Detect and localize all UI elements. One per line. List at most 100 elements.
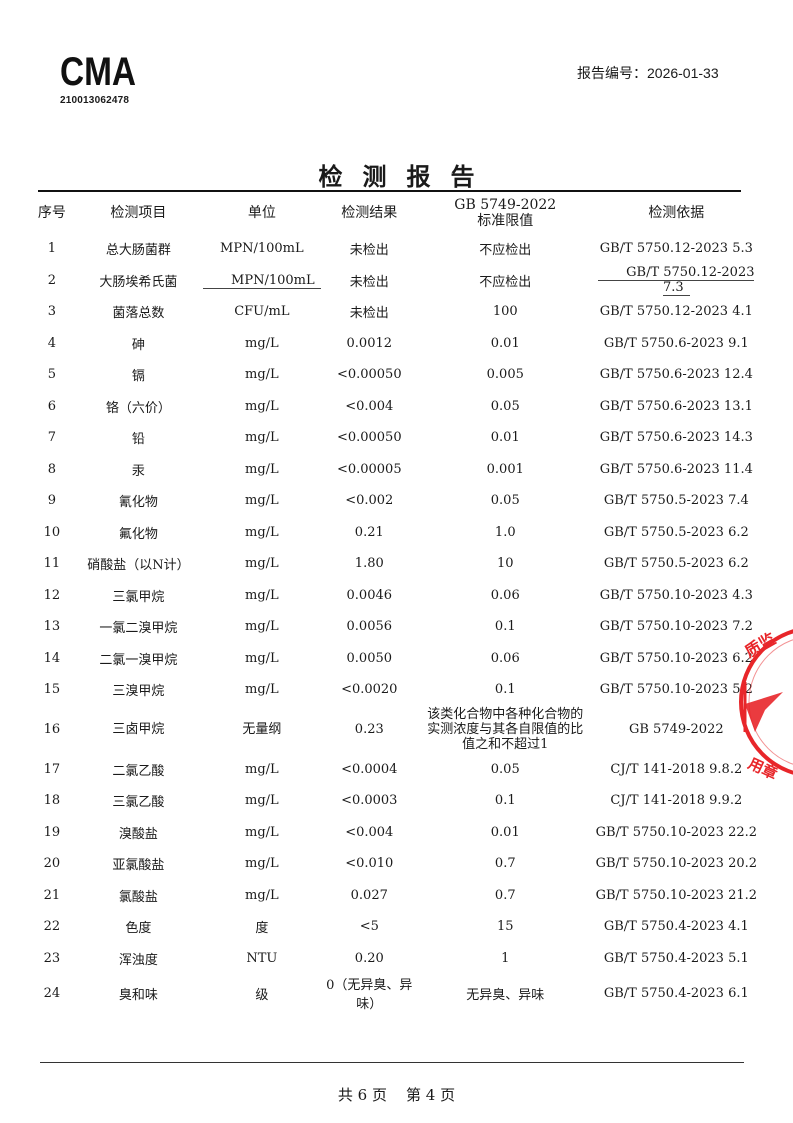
- table-row: 1 总大肠菌群 MPN/100mL 未检出 不应检出 GB/T 5750.12-2023 …: [30, 233, 760, 265]
- cell-result: 0.027: [321, 880, 418, 912]
- cell-result: 未检出: [321, 296, 418, 328]
- cell-limit: 0.1: [418, 674, 593, 706]
- cell-result: <0.0004: [321, 754, 418, 786]
- cell-unit-text: 级: [255, 987, 269, 1003]
- cell-limit: 0.06: [418, 643, 593, 675]
- cell-result-text: 未检出: [349, 274, 389, 290]
- cell-method: GB/T 5750.10-2023 22.2: [593, 817, 760, 849]
- table-row: 17 二氯乙酸 mg/L <0.0004 0.05 CJ/T 141-2018 9.8.2: [30, 754, 760, 786]
- cell-no-text: 8: [47, 461, 56, 477]
- cell-result-text: <0.002: [345, 493, 394, 509]
- cell-no: 14: [30, 643, 74, 675]
- cell-limit-text: 0.01: [490, 824, 520, 840]
- cell-result-text: <0.004: [345, 824, 394, 840]
- cell-no-text: 4: [47, 335, 56, 351]
- cell-result-text: 0.027: [350, 887, 388, 903]
- table-row: 3 菌落总数 CFU/mL 未检出 100 GB/T 5750.12-2023 4.1: [30, 296, 760, 328]
- cell-item-text: 氰化物: [118, 495, 158, 511]
- cell-result: 0.23: [321, 706, 418, 754]
- cell-result: <5: [321, 911, 418, 943]
- cell-unit-text: MPN/100mL: [203, 272, 321, 289]
- cell-unit: mg/L: [203, 817, 321, 849]
- cell-unit: 无量纲: [203, 706, 321, 754]
- cell-limit-text: 0.7: [494, 856, 516, 872]
- cell-method-text: GB/T 5750.10-2023 7.2: [599, 619, 753, 635]
- cell-method: GB/T 5750.10-2023 5.2: [593, 674, 760, 706]
- cell-item-text: 氯酸盐: [118, 889, 158, 905]
- col-no: 序号: [37, 205, 66, 221]
- cell-no-text: 23: [43, 950, 61, 966]
- cell-no-text: 17: [43, 761, 61, 777]
- table-row: 12 三氯甲烷 mg/L 0.0046 0.06 GB/T 5750.10-2023 4.…: [30, 580, 760, 612]
- cell-limit: 15: [418, 911, 593, 943]
- table-row: 18 三氯乙酸 mg/L <0.0003 0.1 CJ/T 141-2018 9.9.2: [30, 785, 760, 817]
- cell-no-text: 9: [47, 493, 56, 509]
- col-result: 检测结果: [341, 205, 398, 221]
- cell-unit: MPN/100mL: [203, 265, 321, 297]
- cell-unit: mg/L: [203, 611, 321, 643]
- cell-method: GB/T 5750.5-2023 7.4: [593, 485, 760, 517]
- cell-method: GB/T 5750.4-2023 5.1: [593, 943, 760, 975]
- cell-method-text: GB/T 5750.10-2023 5.2: [599, 682, 753, 698]
- cell-item-text: 氟化物: [118, 526, 158, 542]
- cell-unit: mg/L: [203, 548, 321, 580]
- cell-method-text: GB/T 5750.6-2023 11.4: [599, 461, 753, 477]
- cell-item: 菌落总数: [74, 296, 203, 328]
- cell-unit: mg/L: [203, 754, 321, 786]
- cell-no-text: 12: [43, 587, 61, 603]
- cell-limit-text: 0.005: [486, 367, 524, 383]
- cell-item-text: 硝酸盐（以N计）: [87, 558, 190, 574]
- cell-no: 9: [30, 485, 74, 517]
- cell-unit-text: mg/L: [245, 398, 279, 414]
- cell-unit: mg/L: [203, 880, 321, 912]
- cell-unit: CFU/mL: [203, 296, 321, 328]
- table-header: 序号 检测项目 单位 检测结果 GB 5749-2022 标准限值 检测依据: [30, 193, 760, 233]
- cell-item: 三卤甲烷: [74, 706, 203, 754]
- cell-limit-text: 0.05: [490, 398, 520, 414]
- cell-no: 23: [30, 943, 74, 975]
- cell-result: <0.010: [321, 848, 418, 880]
- cell-item-text: 三卤甲烷: [112, 722, 165, 737]
- cell-method-text: GB/T 5750.6-2023 9.1: [603, 335, 749, 351]
- cell-no: 12: [30, 580, 74, 612]
- table-row: 14 二氯一溴甲烷 mg/L 0.0050 0.06 GB/T 5750.10-2023 …: [30, 643, 760, 675]
- cell-result-text: 0.0012: [346, 335, 393, 351]
- cell-item: 汞: [74, 454, 203, 486]
- cell-limit: 0.05: [418, 754, 593, 786]
- cell-limit: 0.06: [418, 580, 593, 612]
- cell-unit-text: mg/L: [245, 761, 279, 777]
- official-seal: 质监 用章: [739, 629, 793, 782]
- cell-unit: mg/L: [203, 643, 321, 675]
- cell-result-text: 1.80: [354, 556, 384, 572]
- col-item: 检测项目: [110, 205, 167, 221]
- cell-unit-text: NTU: [246, 950, 278, 966]
- cell-method: GB/T 5750.4-2023 4.1: [593, 911, 760, 943]
- cell-method-text: GB/T 5750.4-2023 5.1: [603, 950, 749, 966]
- report-number-label: 报告编号：: [577, 65, 647, 81]
- cell-result: <0.004: [321, 817, 418, 849]
- cell-limit: 该类化合物中各种化合物的实测浓度与其各自限值的比值之和不超过1: [418, 706, 593, 754]
- cell-limit: 0.01: [418, 328, 593, 360]
- table-row: 22 色度 度 <5 15 GB/T 5750.4-2023 4.1: [30, 911, 760, 943]
- cell-limit-text: 0.1: [494, 619, 516, 635]
- cell-no-text: 10: [43, 524, 61, 540]
- table-row: 4 砷 mg/L 0.0012 0.01 GB/T 5750.6-2023 9.1: [30, 328, 760, 360]
- cell-no-text: 7: [47, 430, 56, 446]
- cell-no: 22: [30, 911, 74, 943]
- cell-limit-text: 无异臭、异味: [466, 987, 545, 1003]
- cell-item: 氯酸盐: [74, 880, 203, 912]
- cell-unit-text: mg/L: [245, 887, 279, 903]
- cell-result-text: <0.0003: [341, 793, 398, 809]
- cell-no: 16: [30, 706, 74, 754]
- table-row: 13 一氯二溴甲烷 mg/L 0.0056 0.1 GB/T 5750.10-2023 7…: [30, 611, 760, 643]
- cell-limit-text: 15: [496, 919, 514, 935]
- cell-unit-text: mg/L: [245, 824, 279, 840]
- cell-no: 21: [30, 880, 74, 912]
- cma-logo: CMA: [60, 50, 136, 92]
- cell-no-text: 3: [47, 304, 56, 320]
- cell-no-text: 11: [43, 556, 61, 572]
- top-divider: [38, 190, 741, 192]
- cell-limit: 1: [418, 943, 593, 975]
- cell-no-text: 2: [47, 272, 56, 288]
